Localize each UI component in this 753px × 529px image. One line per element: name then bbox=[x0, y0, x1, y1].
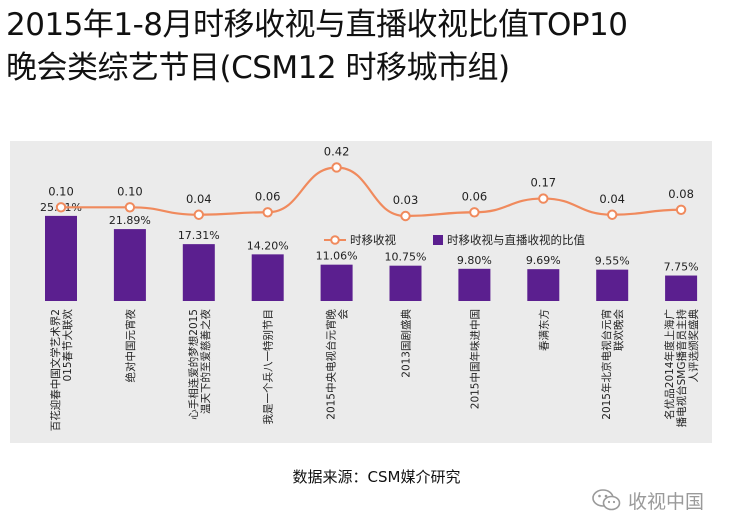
chart-title: 2015年1-8月时移收视与直播收视比值TOP10 晚会类综艺节目(CSM12 … bbox=[6, 4, 751, 90]
bar-value-label-5: 10.75% bbox=[385, 251, 427, 264]
line-value-label-5: 0.03 bbox=[393, 193, 419, 207]
bar-7 bbox=[527, 269, 560, 301]
watermark-text: 收视中国 bbox=[628, 490, 705, 513]
watermark: 收视中国 bbox=[592, 484, 704, 516]
line-value-label-0: 0.10 bbox=[48, 184, 74, 198]
line-point-4 bbox=[331, 162, 342, 173]
bar-value-label-6: 9.80% bbox=[457, 254, 492, 267]
legend-line-marker bbox=[330, 235, 340, 245]
category-label-7: 春满东方 bbox=[537, 309, 550, 351]
bar-6 bbox=[458, 268, 491, 301]
line-value-label-7: 0.17 bbox=[530, 176, 556, 190]
category-label-4: 2015中央电视台元宵晚会 bbox=[325, 309, 350, 420]
category-label-0: 百花迎春中国文学艺术界2015春节大联欢 bbox=[49, 309, 74, 432]
line-point-7 bbox=[538, 193, 549, 204]
line-value-label-3: 0.06 bbox=[255, 189, 281, 203]
line-value-label-2: 0.04 bbox=[186, 192, 212, 206]
bar-9 bbox=[665, 275, 698, 301]
data-source: 数据来源：CSM媒介研究 bbox=[292, 468, 461, 486]
bar-value-label-1: 21.89% bbox=[109, 214, 151, 227]
bar-value-label-7: 9.69% bbox=[526, 254, 561, 267]
bar-3 bbox=[251, 254, 284, 301]
line-point-6 bbox=[469, 207, 480, 218]
bar-value-label-9: 7.75% bbox=[664, 261, 699, 274]
legend-line-label: 时移收视 bbox=[350, 233, 396, 247]
category-label-1: 绝对中国元宵夜 bbox=[124, 309, 137, 383]
bar-2 bbox=[182, 244, 215, 301]
line-point-1 bbox=[124, 202, 136, 213]
wechat-icon bbox=[592, 489, 621, 511]
bar-value-label-4: 11.06% bbox=[316, 250, 358, 263]
line-value-label-9: 0.08 bbox=[668, 187, 694, 201]
line-point-9 bbox=[675, 204, 687, 215]
legend-bar-swatch bbox=[433, 235, 443, 245]
category-label-9: 名优品2014年度上海广播电视台SMG播音员主持人评选颁奖盛典 bbox=[663, 309, 700, 428]
line-point-8 bbox=[607, 209, 618, 220]
bar-value-label-2: 17.31% bbox=[178, 229, 220, 242]
bar-4 bbox=[320, 264, 353, 301]
bar-8 bbox=[596, 269, 629, 301]
line-point-0 bbox=[55, 202, 67, 213]
legend-bar-label: 时移收视与直播收视的比值 bbox=[447, 233, 585, 247]
category-label-3: 我是一个兵八一特别节目 bbox=[262, 309, 275, 425]
bar-value-label-8: 9.55% bbox=[595, 255, 630, 268]
line-point-3 bbox=[262, 207, 273, 218]
combo-chart: 25.91%21.89%17.31%14.20%11.06%10.75%9.80… bbox=[40, 144, 700, 432]
line-point-2 bbox=[193, 209, 205, 220]
category-label-5: 2013国剧盛典 bbox=[400, 309, 413, 378]
line-point-5 bbox=[400, 210, 411, 222]
category-label-6: 2015中国年味进中国 bbox=[468, 309, 481, 409]
line-series-path bbox=[61, 166, 682, 218]
bar-value-label-3: 14.20% bbox=[247, 239, 289, 252]
category-label-2: 心手相连爱的梦想2015温天下的至爱慈善之夜 bbox=[187, 309, 212, 420]
title-line-1: 2015年1-8月时移收视与直播收视比值TOP10 bbox=[6, 7, 628, 43]
line-value-label-8: 0.04 bbox=[599, 192, 625, 206]
bar-0 bbox=[45, 215, 77, 301]
line-value-label-1: 0.10 bbox=[117, 184, 143, 198]
line-value-label-4: 0.42 bbox=[324, 144, 350, 158]
bar-5 bbox=[389, 265, 422, 301]
bar-1 bbox=[113, 229, 146, 301]
category-label-8: 2015年北京电视台元宵联欢晚会 bbox=[600, 309, 625, 420]
line-value-label-6: 0.06 bbox=[462, 189, 488, 203]
title-line-2: 晚会类综艺节目(CSM12 时移城市组) bbox=[6, 50, 510, 86]
